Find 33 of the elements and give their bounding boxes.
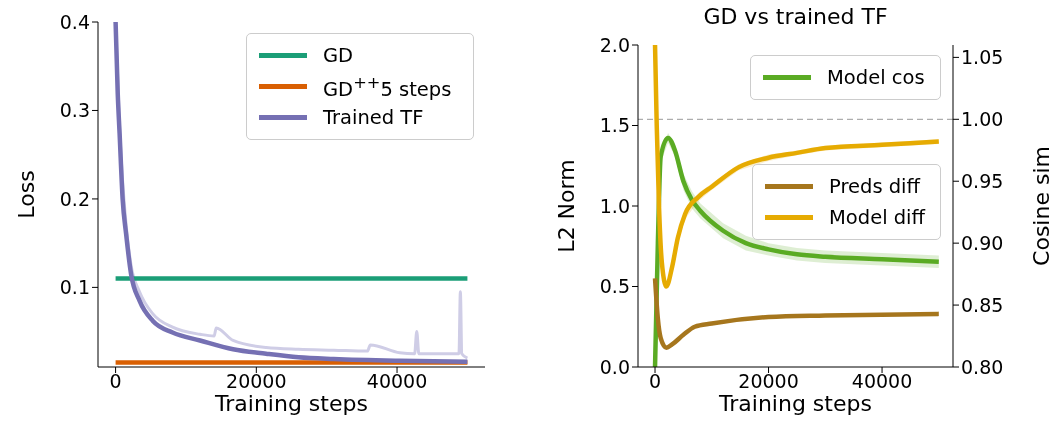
y-tick-label: 2.0 xyxy=(599,33,630,56)
x-axis-title: Training steps xyxy=(718,391,872,416)
legend-label: Preds diff xyxy=(829,175,920,198)
y-tick-label: 0.4 xyxy=(59,10,90,33)
legend-label: GD xyxy=(323,44,354,67)
legend-label: Model diff xyxy=(829,206,925,229)
y2-tick-label: 1.00 xyxy=(961,108,1004,131)
y2-tick-label: 0.90 xyxy=(961,231,1004,254)
y2-tick-label: 0.95 xyxy=(961,169,1004,192)
legend-label: Trained TF xyxy=(323,106,424,129)
y-tick-label: 0.5 xyxy=(599,275,630,298)
legend-label: GD$^{++}$5 steps xyxy=(323,72,452,101)
y-tick-label: 0.3 xyxy=(59,99,90,122)
x-tick-label: 20000 xyxy=(738,370,799,393)
y-tick-label: 0.2 xyxy=(59,187,90,210)
x-tick-label: 40000 xyxy=(366,370,428,393)
y2-tick-label: 0.80 xyxy=(961,355,1004,378)
y2-tick-label: 1.05 xyxy=(961,46,1004,69)
x-tick-label: 0 xyxy=(109,370,122,393)
y-tick-label: 1.5 xyxy=(599,114,630,137)
y-axis-title: Loss xyxy=(13,170,39,219)
legend-label: Model cos xyxy=(827,66,925,89)
y-tick-label: 0.1 xyxy=(59,276,90,299)
y2-axis-title: Cosine sim xyxy=(1028,146,1054,266)
y-axis-title: L2 Norm xyxy=(553,159,579,253)
chart-title: GD vs trained TF xyxy=(702,4,889,29)
y-tick-label: 1.0 xyxy=(599,194,630,217)
y-tick-label: 0.0 xyxy=(599,355,630,378)
x-tick-label: 20000 xyxy=(226,370,287,393)
y2-tick-label: 0.85 xyxy=(961,293,1004,316)
x-axis-title: Training steps xyxy=(214,391,368,416)
x-tick-label: 0 xyxy=(648,370,662,393)
x-tick-label: 40000 xyxy=(851,370,913,393)
